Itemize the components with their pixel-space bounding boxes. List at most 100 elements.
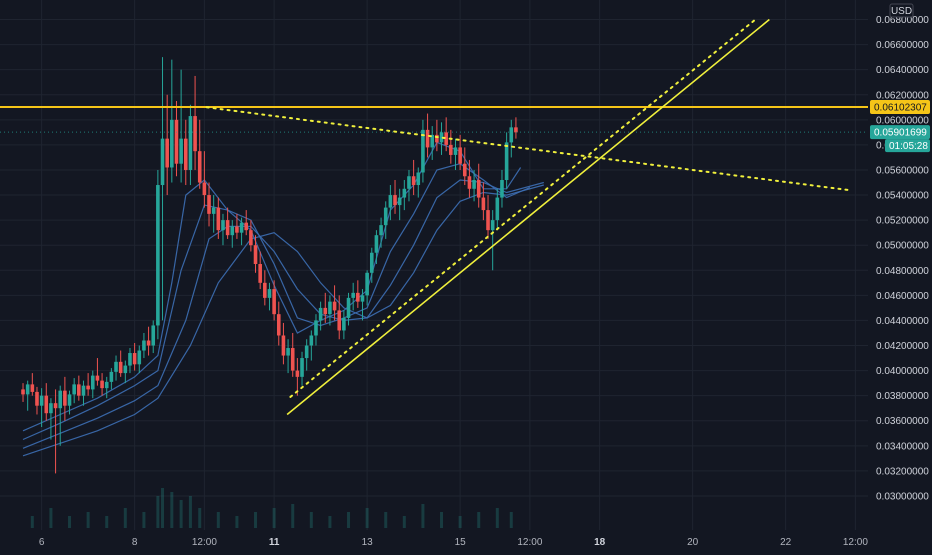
countdown-label: 01:05:28 bbox=[889, 141, 928, 152]
price-tick-label: 0.04400000 bbox=[876, 316, 929, 327]
volume-bar bbox=[421, 504, 425, 528]
volume-bar bbox=[309, 512, 313, 528]
candle-body bbox=[207, 195, 211, 214]
candle-body bbox=[239, 222, 244, 233]
candle bbox=[67, 390, 72, 415]
resistance-price-tag: 0.06102307 bbox=[870, 100, 930, 115]
moving-averages bbox=[22, 141, 544, 457]
candle-body bbox=[253, 245, 258, 265]
candle bbox=[369, 247, 374, 283]
candle bbox=[481, 182, 486, 221]
candle bbox=[170, 59, 174, 183]
candle bbox=[309, 330, 314, 361]
candle bbox=[425, 113, 430, 158]
candle-body bbox=[151, 325, 156, 346]
candle bbox=[476, 163, 481, 208]
moving-average-4 bbox=[22, 184, 544, 457]
candle bbox=[397, 188, 402, 221]
candle bbox=[123, 360, 128, 384]
volume-bar bbox=[105, 516, 109, 528]
candle-body bbox=[118, 361, 123, 374]
candle bbox=[402, 180, 407, 211]
candle bbox=[77, 375, 81, 401]
price-tick-label: 0.04600000 bbox=[876, 291, 929, 302]
candle-body bbox=[486, 210, 490, 231]
time-tick-label: 12:00 bbox=[517, 537, 542, 548]
candle-body bbox=[95, 375, 100, 381]
candle bbox=[258, 251, 262, 290]
candle bbox=[114, 355, 118, 381]
volume-bar bbox=[458, 516, 462, 528]
candle-body bbox=[281, 335, 286, 356]
candle bbox=[314, 314, 318, 346]
candle-body bbox=[383, 207, 388, 226]
candle-body bbox=[53, 403, 58, 409]
candle-body bbox=[225, 220, 230, 236]
candle bbox=[304, 339, 309, 371]
current-price-tag-bg bbox=[870, 125, 930, 140]
candle bbox=[160, 57, 165, 321]
price-tick-label: 0.06000000 bbox=[876, 115, 929, 126]
candle-body bbox=[216, 207, 221, 231]
candle bbox=[295, 358, 300, 396]
candle-body bbox=[360, 295, 365, 302]
drawing-tools[interactable] bbox=[0, 18, 868, 416]
candle-body bbox=[346, 297, 351, 318]
moving-average-3 bbox=[22, 179, 544, 449]
volume-bar bbox=[170, 492, 174, 528]
candle bbox=[383, 201, 388, 239]
price-tick-label: 0.05600000 bbox=[876, 165, 929, 176]
volume-bar bbox=[188, 496, 192, 528]
candle-body bbox=[374, 235, 379, 253]
candle-body bbox=[21, 389, 25, 395]
candle bbox=[90, 370, 95, 399]
candle-body bbox=[58, 390, 63, 409]
time-axis[interactable]: 6 8 12:00 11 13 15 12:00 18 20 22 12:00 bbox=[39, 537, 868, 548]
candle bbox=[472, 169, 476, 202]
resistance-tag-bg bbox=[870, 100, 930, 115]
currency-button[interactable]: USD bbox=[889, 3, 914, 18]
price-tick-label: 0.05000000 bbox=[876, 241, 929, 252]
currency-label[interactable]: USD bbox=[891, 6, 912, 17]
candle bbox=[300, 351, 304, 386]
candle bbox=[197, 119, 202, 189]
volume-bar bbox=[86, 512, 90, 528]
candle-body bbox=[490, 220, 495, 231]
candle-body bbox=[49, 403, 53, 414]
volume-bar bbox=[30, 516, 34, 528]
candle-body bbox=[290, 348, 295, 371]
candle bbox=[100, 373, 104, 396]
candle-body bbox=[453, 147, 458, 155]
candle-body bbox=[449, 144, 453, 155]
price-tick-label: 0.03600000 bbox=[876, 416, 929, 427]
volume-bar bbox=[365, 508, 369, 528]
candle-body bbox=[272, 289, 276, 315]
countdown-bg bbox=[885, 139, 930, 153]
candle-body bbox=[132, 353, 137, 365]
candle bbox=[323, 292, 328, 323]
candle bbox=[407, 169, 411, 202]
candle-body bbox=[123, 365, 128, 374]
candle-body bbox=[388, 195, 393, 208]
candle-body bbox=[221, 220, 225, 231]
candle bbox=[374, 230, 379, 265]
time-tick-label: 20 bbox=[687, 537, 699, 548]
candle bbox=[272, 280, 276, 321]
candle bbox=[244, 210, 249, 236]
candle-body bbox=[276, 314, 281, 336]
candle bbox=[411, 159, 416, 196]
volume-bar bbox=[384, 512, 388, 528]
price-tick-label: 0.04000000 bbox=[876, 366, 929, 377]
candle bbox=[137, 345, 142, 374]
price-tick-label: 0.06200000 bbox=[876, 90, 929, 101]
volume-bar bbox=[291, 504, 295, 528]
candle bbox=[332, 285, 337, 321]
volume-bar bbox=[402, 516, 406, 528]
trendline-solid-3 bbox=[286, 18, 770, 416]
price-axis[interactable]: 0.06800000 0.06600000 0.06400000 0.06200000… bbox=[868, 0, 932, 550]
candle-body bbox=[356, 292, 360, 302]
candle bbox=[435, 119, 439, 152]
candle-body bbox=[244, 222, 249, 231]
